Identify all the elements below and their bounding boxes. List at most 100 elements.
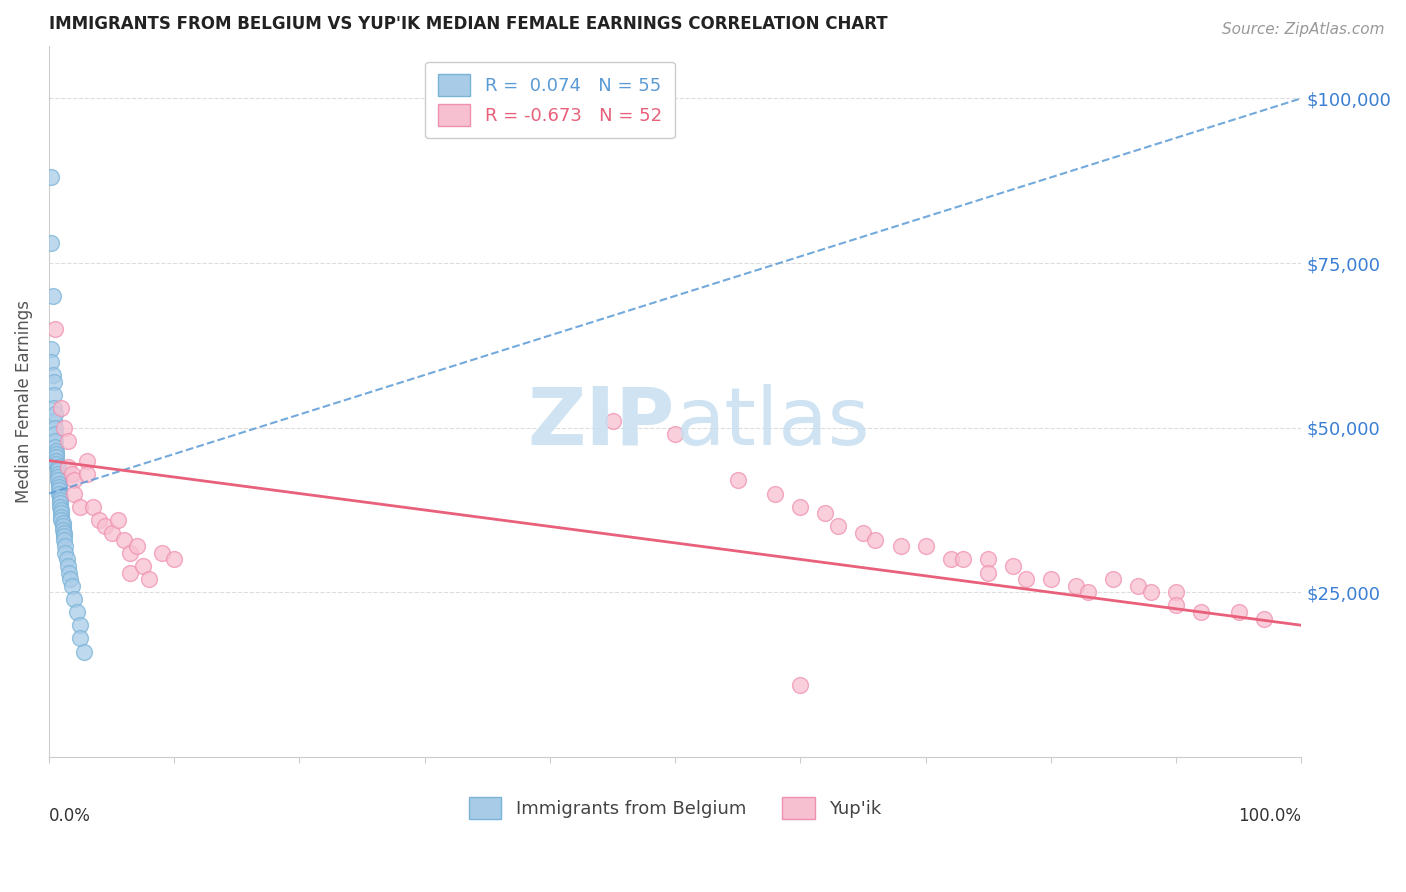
Point <box>45 457 67 471</box>
Point <box>664 427 686 442</box>
Point <box>49 496 72 510</box>
Point <box>100 526 122 541</box>
Point <box>51 401 73 415</box>
Point <box>1164 585 1187 599</box>
Text: ZIP: ZIP <box>527 384 675 462</box>
Point <box>45 450 67 465</box>
Point <box>914 539 936 553</box>
Point <box>42 388 65 402</box>
Point <box>73 644 96 658</box>
Point <box>977 566 1000 580</box>
Point <box>46 460 69 475</box>
Point <box>120 546 142 560</box>
Point <box>87 513 110 527</box>
Point <box>41 236 63 251</box>
Point <box>60 579 83 593</box>
Point <box>41 170 63 185</box>
Point <box>1039 572 1062 586</box>
Point <box>120 566 142 580</box>
Point <box>42 368 65 382</box>
Point <box>865 533 887 547</box>
Point <box>1253 612 1275 626</box>
Point <box>977 552 1000 566</box>
Point <box>58 566 80 580</box>
Point <box>138 572 160 586</box>
Point <box>55 552 77 566</box>
Point <box>107 513 129 527</box>
Point <box>53 533 76 547</box>
Point <box>53 546 76 560</box>
Point <box>42 401 65 415</box>
Point <box>42 414 65 428</box>
Point <box>51 513 73 527</box>
Point <box>1128 579 1150 593</box>
Point <box>814 506 837 520</box>
Point <box>1015 572 1038 586</box>
Point <box>1227 605 1250 619</box>
Point <box>132 558 155 573</box>
Point <box>76 453 98 467</box>
Point <box>56 558 79 573</box>
Text: 0.0%: 0.0% <box>49 806 91 825</box>
Point <box>1102 572 1125 586</box>
Point <box>939 552 962 566</box>
Point <box>789 500 811 514</box>
Point <box>1164 599 1187 613</box>
Point <box>827 519 849 533</box>
Point <box>44 420 66 434</box>
Point <box>63 474 86 488</box>
Point <box>45 443 67 458</box>
Point <box>163 552 186 566</box>
Point <box>63 486 86 500</box>
Point <box>69 618 91 632</box>
Point <box>48 486 70 500</box>
Point <box>44 322 66 336</box>
Point <box>56 460 79 475</box>
Point <box>49 500 72 514</box>
Point <box>49 490 72 504</box>
Point <box>727 474 749 488</box>
Point <box>76 467 98 481</box>
Point <box>1140 585 1163 599</box>
Point <box>1002 558 1025 573</box>
Y-axis label: Median Female Earnings: Median Female Earnings <box>15 300 32 503</box>
Point <box>48 483 70 498</box>
Point <box>45 453 67 467</box>
Point <box>763 486 786 500</box>
Point <box>44 408 66 422</box>
Point <box>112 533 135 547</box>
Point <box>45 447 67 461</box>
Text: 100.0%: 100.0% <box>1239 806 1302 825</box>
Point <box>42 375 65 389</box>
Point <box>59 572 82 586</box>
Point <box>125 539 148 553</box>
Point <box>69 632 91 646</box>
Point <box>46 463 69 477</box>
Point <box>602 414 624 428</box>
Point <box>44 441 66 455</box>
Point <box>1189 605 1212 619</box>
Point <box>48 480 70 494</box>
Point <box>60 467 83 481</box>
Legend: Immigrants from Belgium, Yup'ik: Immigrants from Belgium, Yup'ik <box>461 789 889 826</box>
Point <box>1064 579 1087 593</box>
Point <box>51 503 73 517</box>
Point <box>82 500 104 514</box>
Point <box>1077 585 1099 599</box>
Point <box>52 516 75 530</box>
Point <box>53 529 76 543</box>
Point <box>44 434 66 448</box>
Point <box>56 434 79 448</box>
Point <box>51 509 73 524</box>
Point <box>46 467 69 481</box>
Point <box>889 539 911 553</box>
Point <box>51 506 73 520</box>
Point <box>44 427 66 442</box>
Point <box>852 526 875 541</box>
Point <box>49 493 72 508</box>
Point <box>52 519 75 533</box>
Point <box>789 677 811 691</box>
Point <box>42 289 65 303</box>
Text: atlas: atlas <box>675 384 869 462</box>
Point <box>46 470 69 484</box>
